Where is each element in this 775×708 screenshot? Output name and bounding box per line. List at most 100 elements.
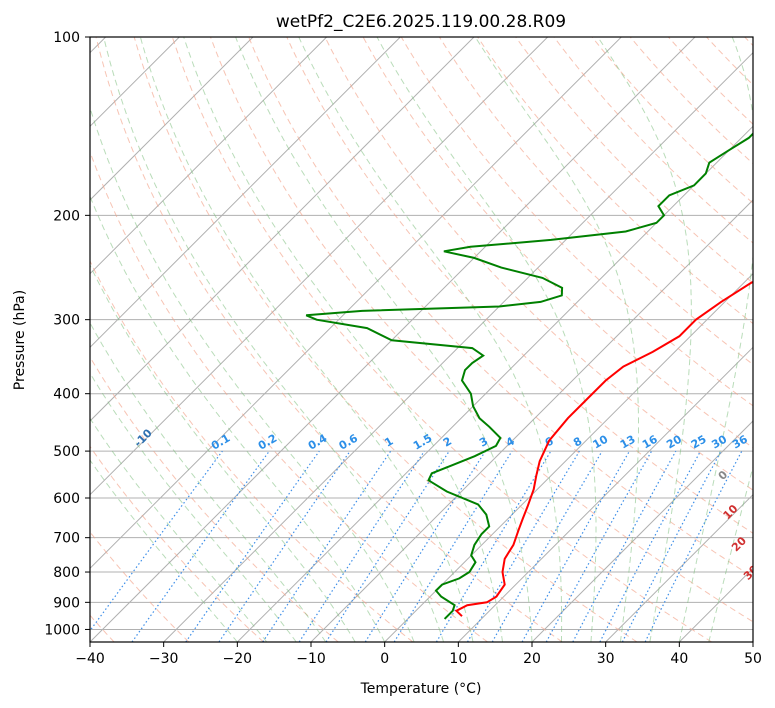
moist-adiabat-line bbox=[708, 465, 753, 642]
temperature-profile-line bbox=[454, 280, 753, 617]
x-axis-label: Temperature (°C) bbox=[360, 681, 482, 697]
moist-adiabat-line bbox=[474, 37, 639, 642]
mixing-ratio-line bbox=[644, 450, 743, 642]
moist-adiabat-line bbox=[90, 195, 386, 642]
y-tick-label: 600 bbox=[53, 491, 80, 507]
y-tick-label: 800 bbox=[53, 565, 80, 581]
mixing-ratio-line bbox=[131, 450, 270, 642]
mixing-ratio-label: 16 bbox=[640, 432, 660, 451]
y-tick-label: 400 bbox=[53, 387, 80, 403]
x-tick-label: 30 bbox=[597, 651, 615, 667]
mixing-ratio-line bbox=[572, 450, 677, 642]
moist-adiabat-line bbox=[376, 37, 597, 642]
dry-adiabat-line bbox=[286, 37, 753, 534]
mixing-ratio-line bbox=[90, 450, 223, 632]
moist-adiabat-label: 10 bbox=[721, 502, 741, 522]
mixing-ratio-label: 13 bbox=[618, 433, 638, 452]
dry-adiabat-line bbox=[90, 531, 190, 642]
isotherm-gridline bbox=[90, 37, 696, 642]
mixing-ratio-label: 0.4 bbox=[306, 431, 330, 452]
dry-adiabat-line bbox=[171, 37, 712, 642]
x-tick-label: 50 bbox=[744, 651, 762, 667]
y-tick-label: 700 bbox=[53, 531, 80, 547]
dry-adiabat-line bbox=[515, 37, 753, 284]
moist-adiabat-line bbox=[298, 37, 563, 642]
x-tick-label: −20 bbox=[223, 651, 253, 667]
x-tick-label: −30 bbox=[149, 651, 179, 667]
isotherm-gridline bbox=[0, 0, 327, 642]
isotherm-gridline bbox=[0, 0, 253, 642]
dry-adiabat-line bbox=[324, 37, 753, 491]
mixing-ratio-label: 30 bbox=[709, 432, 729, 451]
axis-ticks: −40 −30 −20 −10 0 10 20 30 40 5010009008007006005… bbox=[44, 30, 762, 667]
x-tick-label: 40 bbox=[670, 651, 688, 667]
dry-adiabat-line bbox=[90, 445, 264, 642]
isotherm-gridline bbox=[236, 125, 753, 642]
dry-adiabat-line bbox=[90, 259, 414, 642]
isotherm-gridline bbox=[310, 199, 753, 642]
mixing-ratio-label: 20 bbox=[664, 432, 684, 451]
isotherm-gridline bbox=[457, 346, 753, 642]
isotherm-gridline bbox=[531, 420, 753, 642]
dry-adiabat-line bbox=[95, 37, 563, 642]
dry-adiabat-line bbox=[90, 150, 488, 642]
moist-adiabat-line bbox=[90, 372, 297, 642]
moist-adiabat-line bbox=[183, 37, 503, 642]
y-tick-label: 300 bbox=[53, 313, 80, 329]
moist-adiabat-line bbox=[90, 321, 327, 642]
moist-adiabat-line bbox=[90, 106, 415, 642]
mixing-ratio-label: 25 bbox=[689, 433, 709, 452]
x-tick-label: −10 bbox=[296, 651, 326, 667]
y-axis-label: Pressure (hPa) bbox=[12, 290, 28, 390]
moist-adiabat-line bbox=[90, 264, 356, 642]
dry-adiabat-line bbox=[553, 37, 753, 244]
isotherm-gridline bbox=[90, 37, 402, 349]
moist-adiabat-line bbox=[103, 37, 445, 642]
mixing-ratio-line bbox=[466, 450, 580, 642]
moist-adiabat-line bbox=[139, 37, 474, 642]
dry-adiabat-line bbox=[133, 37, 638, 642]
isotherm-gridline bbox=[163, 51, 753, 642]
isotherm-gridline bbox=[90, 37, 623, 570]
dry-adiabat-line bbox=[210, 37, 753, 623]
moist-adiabat-line bbox=[678, 37, 753, 642]
dry-adiabat-line bbox=[248, 37, 753, 578]
mixing-ratio-line bbox=[393, 450, 513, 642]
moist-adiabat-line bbox=[90, 459, 238, 642]
y-tick-label: 500 bbox=[53, 444, 80, 460]
mixing-ratio-line bbox=[218, 450, 351, 642]
isotherm-gridline bbox=[90, 37, 254, 201]
moist-adiabat-label: 40 bbox=[761, 587, 775, 607]
dry-adiabat-line bbox=[477, 37, 753, 325]
moist-adiabat-line bbox=[597, 37, 692, 642]
plot-frame bbox=[89, 36, 754, 643]
profile-lines bbox=[305, 132, 753, 620]
x-tick-label: −40 bbox=[75, 651, 105, 667]
isotherm-gridline bbox=[90, 37, 549, 496]
mixing-ratio-line bbox=[325, 450, 450, 642]
mixing-ratio-line bbox=[545, 450, 653, 642]
isotherm-gridline bbox=[90, 37, 328, 275]
dry-adiabat-label: -10 bbox=[132, 426, 155, 449]
x-tick-label: 20 bbox=[523, 651, 541, 667]
chart-title: wetPf2_C2E6.2025.119.00.28.R09 bbox=[276, 12, 566, 32]
moist-adiabat-line bbox=[235, 37, 533, 642]
dry-adiabat-line bbox=[591, 37, 753, 204]
mixing-ratio-label: 8 bbox=[571, 435, 584, 450]
dry-adiabat-line bbox=[668, 37, 753, 125]
y-tick-label: 200 bbox=[53, 208, 80, 224]
dry-adiabat-label: -30 bbox=[0, 370, 4, 393]
y-tick-label: 900 bbox=[53, 595, 80, 611]
moist-adiabat-line bbox=[90, 417, 268, 642]
y-tick-label: 1000 bbox=[44, 622, 80, 638]
y-tick-label: 100 bbox=[53, 30, 80, 46]
mixing-ratio-label: 10 bbox=[591, 432, 611, 451]
moist-adiabat-label: 30 bbox=[741, 563, 761, 583]
mixing-ratio-label: 1 bbox=[382, 435, 395, 450]
mixing-ratio-line bbox=[599, 450, 702, 642]
isotherm-gridline bbox=[752, 641, 753, 642]
mixing-ratio-line bbox=[298, 450, 425, 642]
mixing-ratio-line bbox=[364, 450, 486, 642]
